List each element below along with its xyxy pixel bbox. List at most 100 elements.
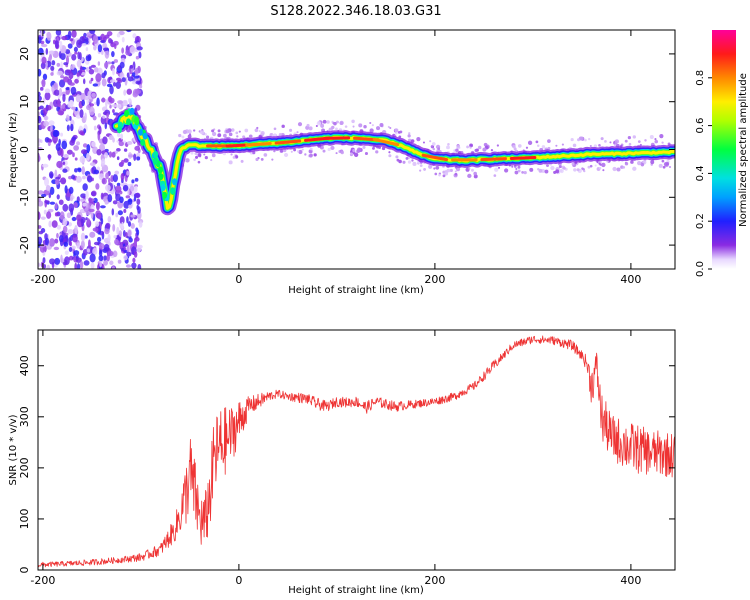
spectrogram-noise-blob (103, 260, 108, 266)
spectrogram-noise-blob (74, 78, 79, 84)
spectrogram-noise-blob (89, 162, 96, 167)
snr-y-label: SNR (10 * v/v) (8, 414, 19, 485)
spectrogram-noise-blob (127, 229, 132, 237)
spectrogram-noise-blob (106, 253, 110, 262)
spectrogram-halo-dot (331, 120, 334, 123)
spectrogram-halo-dot (402, 160, 406, 164)
spectrogram-halo-dot (628, 142, 632, 146)
spectrogram-halo-dot (296, 131, 299, 134)
spectrogram-noise-blob (82, 143, 88, 148)
spectrogram-noise-blob (96, 97, 100, 107)
spectrogram-noise-blob (38, 68, 42, 77)
spectrogram-halo-dot (517, 169, 521, 173)
spectrogram-halo-dot (217, 129, 221, 133)
spectrogram-noise-blob (68, 203, 75, 213)
spectrogram-noise-blob (38, 142, 41, 147)
spectrogram-halo-dot (399, 130, 403, 134)
spectrogram-noise-blob (70, 123, 74, 132)
spectrogram-halo-dot (293, 148, 297, 152)
spectrogram-halo-dot (210, 159, 213, 162)
spectrogram-noise-blob (73, 250, 80, 256)
snr-y-tick-label: 0 (18, 567, 31, 574)
spectrogram-halo-dot (281, 124, 285, 129)
spectrogram-noise-blob (63, 241, 69, 247)
spectrogram-halo-dot (612, 166, 617, 172)
spectrogram-halo-dot (232, 155, 236, 159)
spectrogram-noise-blob (92, 247, 98, 256)
spectrogram-noise-blob (38, 91, 41, 97)
spectrogram-noise-blob (54, 257, 61, 265)
spectrogram-halo-dot (203, 153, 206, 156)
spectrogram-halo-dot (497, 166, 501, 169)
spectrogram-noise-blob (123, 208, 127, 214)
spectrogram-halo-dot (242, 135, 246, 139)
spectrogram-halo-dot (260, 157, 264, 161)
spectrogram-halo-dot (446, 145, 450, 150)
spectrogram-noise-blob (38, 262, 41, 268)
spectrogram-noise-blob (62, 225, 68, 234)
spectrogram-noise-blob (95, 221, 100, 227)
spectrogram-noise-blob (113, 59, 119, 63)
spectrogram-halo-dot (602, 169, 605, 172)
spectrogram-noise-blob (79, 65, 83, 74)
spectrogram-noise-blob (102, 115, 106, 119)
spectrogram-noise-blob (68, 71, 74, 80)
spectrogram-noise-blob (38, 230, 44, 235)
spectrogram-halo-dot (609, 141, 612, 144)
snr-x-tick-label: 400 (620, 574, 641, 587)
colorbar-tick-label: 0.2 (695, 213, 706, 229)
spectrogram-halo-dot (598, 144, 601, 147)
spectrogram-halo-dot (630, 160, 634, 164)
spectrogram-noise-blob (122, 184, 129, 192)
spectrogram-halo-dot (352, 149, 356, 153)
spectrogram-halo-dot (412, 161, 417, 166)
spectrogram-halo-dot (235, 131, 239, 135)
spectrogram-noise-blob (42, 97, 46, 105)
spectrogram-y-ticks: -20 -10 0 10 20 (18, 47, 675, 254)
spectrogram-halo-dot (352, 125, 355, 128)
spectrogram-noise-blob (92, 115, 97, 121)
spectrogram-halo-dot (665, 161, 670, 166)
spectrogram-halo-dot (419, 169, 422, 172)
spectrogram-halo-dot (449, 168, 453, 173)
spectrogram-halo-dot (273, 127, 277, 131)
spectrogram-noise-blob (109, 97, 115, 104)
spectrogram-noise-blob (121, 77, 126, 83)
spectrogram-halo-dot (296, 150, 300, 153)
spectrogram-halo-dot (474, 148, 478, 152)
spectrogram-noise-blob (66, 124, 70, 132)
spectrogram-noise-blob (90, 77, 94, 82)
spectrogram-noise-blob (86, 143, 91, 153)
spectrogram-halo-dot (429, 140, 432, 143)
spectrogram-noise-blob (117, 259, 122, 264)
spectrogram-halo-dot (550, 165, 555, 171)
colorbar-tick-label: 0.8 (695, 70, 706, 86)
spectrogram-halo-dot (654, 138, 657, 141)
spectrogram-noise-blob (42, 163, 49, 168)
spectrogram-halo-dot (637, 160, 642, 166)
spectrogram-noise-blob (71, 53, 77, 61)
spectrogram-noise-blob (61, 104, 66, 109)
spectrogram-noise-blob (64, 250, 69, 256)
spectrogram-noise-blob (40, 86, 44, 91)
spectrogram-ridge-blob (142, 132, 148, 140)
spectrogram-noise-blob (97, 236, 102, 243)
spectrogram-halo-dot (447, 142, 450, 146)
spectrogram-noise-blob (101, 72, 106, 79)
spectrogram-halo-dot (322, 149, 326, 153)
spectrogram-halo-dot (435, 165, 440, 170)
spectrogram-halo-dot (434, 172, 438, 176)
spectrogram-noise-blob (97, 113, 102, 118)
spectrogram-noise-blob (121, 36, 125, 43)
spectrogram-noise-blob (61, 140, 68, 150)
spectrogram-noise-blob (138, 221, 143, 228)
spectrogram-halo-dot (604, 140, 607, 143)
spectrogram-halo-dot (362, 145, 366, 149)
spectrogram-noise-blob (126, 244, 130, 253)
spectrogram-noise-blob (98, 242, 105, 249)
spectrogram-noise-blob (89, 253, 96, 263)
spectrogram-noise-blob (54, 40, 59, 49)
spectrogram-noise-blob (72, 152, 75, 158)
spectrogram-halo-dot (469, 143, 474, 148)
spectrogram-halo-dot (444, 171, 449, 176)
